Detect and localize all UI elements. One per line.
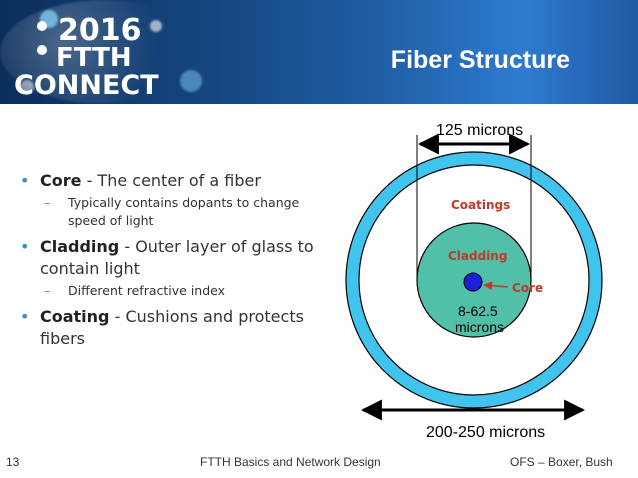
- bullet-coating: • Coating - Cushions and protects fibers: [18, 306, 328, 350]
- page-number: 13: [6, 455, 20, 469]
- label-core: Core: [512, 281, 543, 295]
- bullet-list: • Core - The center of a fiber – Typical…: [18, 170, 328, 352]
- label-cladding: Cladding: [448, 249, 507, 263]
- slide-title: Fiber Structure: [390, 46, 570, 74]
- bullet-cladding: • Cladding - Outer layer of glass to con…: [18, 236, 328, 280]
- sub-bullet-text: Different refractive index: [68, 283, 226, 298]
- sub-bullet-text: Typically contains dopants to change spe…: [68, 195, 300, 228]
- footer-authors: OFS – Boxer, Bush: [510, 455, 613, 469]
- bullet-core: • Core - The center of a fiber: [18, 170, 328, 192]
- bullet-term: Cladding: [40, 237, 120, 256]
- core-circle: [463, 272, 483, 292]
- svg-text:FTTH: FTTH: [56, 43, 132, 73]
- bullet-term: Coating: [40, 307, 110, 326]
- label-coatings: Coatings: [451, 198, 510, 212]
- label-core-size: 8-62.5: [458, 303, 498, 319]
- label-outer-microns: 200-250 microns: [426, 424, 545, 441]
- header-banner: 2016 FTTH CONNECT Fiber Structure: [0, 0, 638, 104]
- label-core-size-unit: microns: [455, 319, 504, 335]
- bullet-dot-icon: •: [20, 237, 30, 256]
- footer-title: FTTH Basics and Network Design: [200, 455, 381, 469]
- label-125-microns: 125 microns: [436, 122, 523, 139]
- sub-bullet: – Different refractive index: [18, 282, 328, 300]
- bullet-text: - Outer layer of glass to contain light: [40, 237, 314, 278]
- ftth-connect-logo: 2016 FTTH CONNECT: [14, 13, 159, 98]
- bullet-text: - Cushions and protects fibers: [40, 307, 304, 348]
- dash-icon: –: [44, 283, 51, 298]
- bullet-dot-icon: •: [20, 307, 30, 326]
- core-pointer-arrow: [483, 281, 509, 291]
- svg-text:2016: 2016: [58, 13, 142, 48]
- bullet-text: - The center of a fiber: [81, 171, 261, 190]
- svg-text:CONNECT: CONNECT: [14, 70, 159, 98]
- bullet-dot-icon: •: [20, 171, 30, 190]
- sub-bullet: – Typically contains dopants to change s…: [18, 194, 328, 230]
- dash-icon: –: [44, 195, 51, 210]
- bullet-term: Core: [40, 171, 82, 190]
